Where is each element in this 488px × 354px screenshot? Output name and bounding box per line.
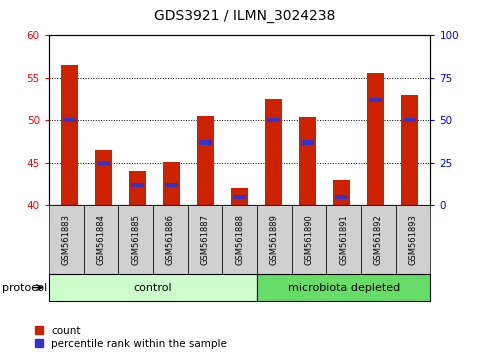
Bar <box>369 98 382 102</box>
Bar <box>165 183 178 187</box>
Text: microbiota depleted: microbiota depleted <box>287 282 399 293</box>
Text: GSM561888: GSM561888 <box>235 214 244 266</box>
Legend: count, percentile rank within the sample: count, percentile rank within the sample <box>35 326 226 349</box>
Text: GSM561884: GSM561884 <box>96 215 105 265</box>
Text: GSM561889: GSM561889 <box>269 215 278 265</box>
Bar <box>401 95 418 205</box>
Bar <box>129 171 145 205</box>
Bar <box>231 188 247 205</box>
Bar <box>233 195 245 199</box>
Text: GSM561885: GSM561885 <box>131 215 140 265</box>
Bar <box>199 140 211 144</box>
Bar <box>63 118 76 122</box>
Bar <box>299 117 316 205</box>
Bar <box>335 195 347 199</box>
Text: GSM561892: GSM561892 <box>373 215 382 265</box>
Text: GSM561886: GSM561886 <box>165 214 174 266</box>
Bar <box>366 73 384 205</box>
Bar <box>97 161 109 165</box>
Bar <box>333 180 349 205</box>
Bar <box>301 140 313 144</box>
Text: GDS3921 / ILMN_3024238: GDS3921 / ILMN_3024238 <box>154 9 334 23</box>
Text: GSM561891: GSM561891 <box>339 215 347 265</box>
Bar <box>95 150 112 205</box>
Bar <box>197 116 214 205</box>
Bar <box>267 118 280 122</box>
Bar <box>163 162 180 205</box>
Bar <box>403 118 415 122</box>
Text: GSM561887: GSM561887 <box>200 214 209 266</box>
Text: protocol: protocol <box>2 282 48 293</box>
Text: GSM561883: GSM561883 <box>61 214 71 266</box>
Bar <box>61 65 78 205</box>
Text: control: control <box>133 282 172 293</box>
Bar <box>264 99 282 205</box>
Bar <box>131 183 143 187</box>
Text: GSM561890: GSM561890 <box>304 215 313 265</box>
Text: GSM561893: GSM561893 <box>407 215 417 265</box>
